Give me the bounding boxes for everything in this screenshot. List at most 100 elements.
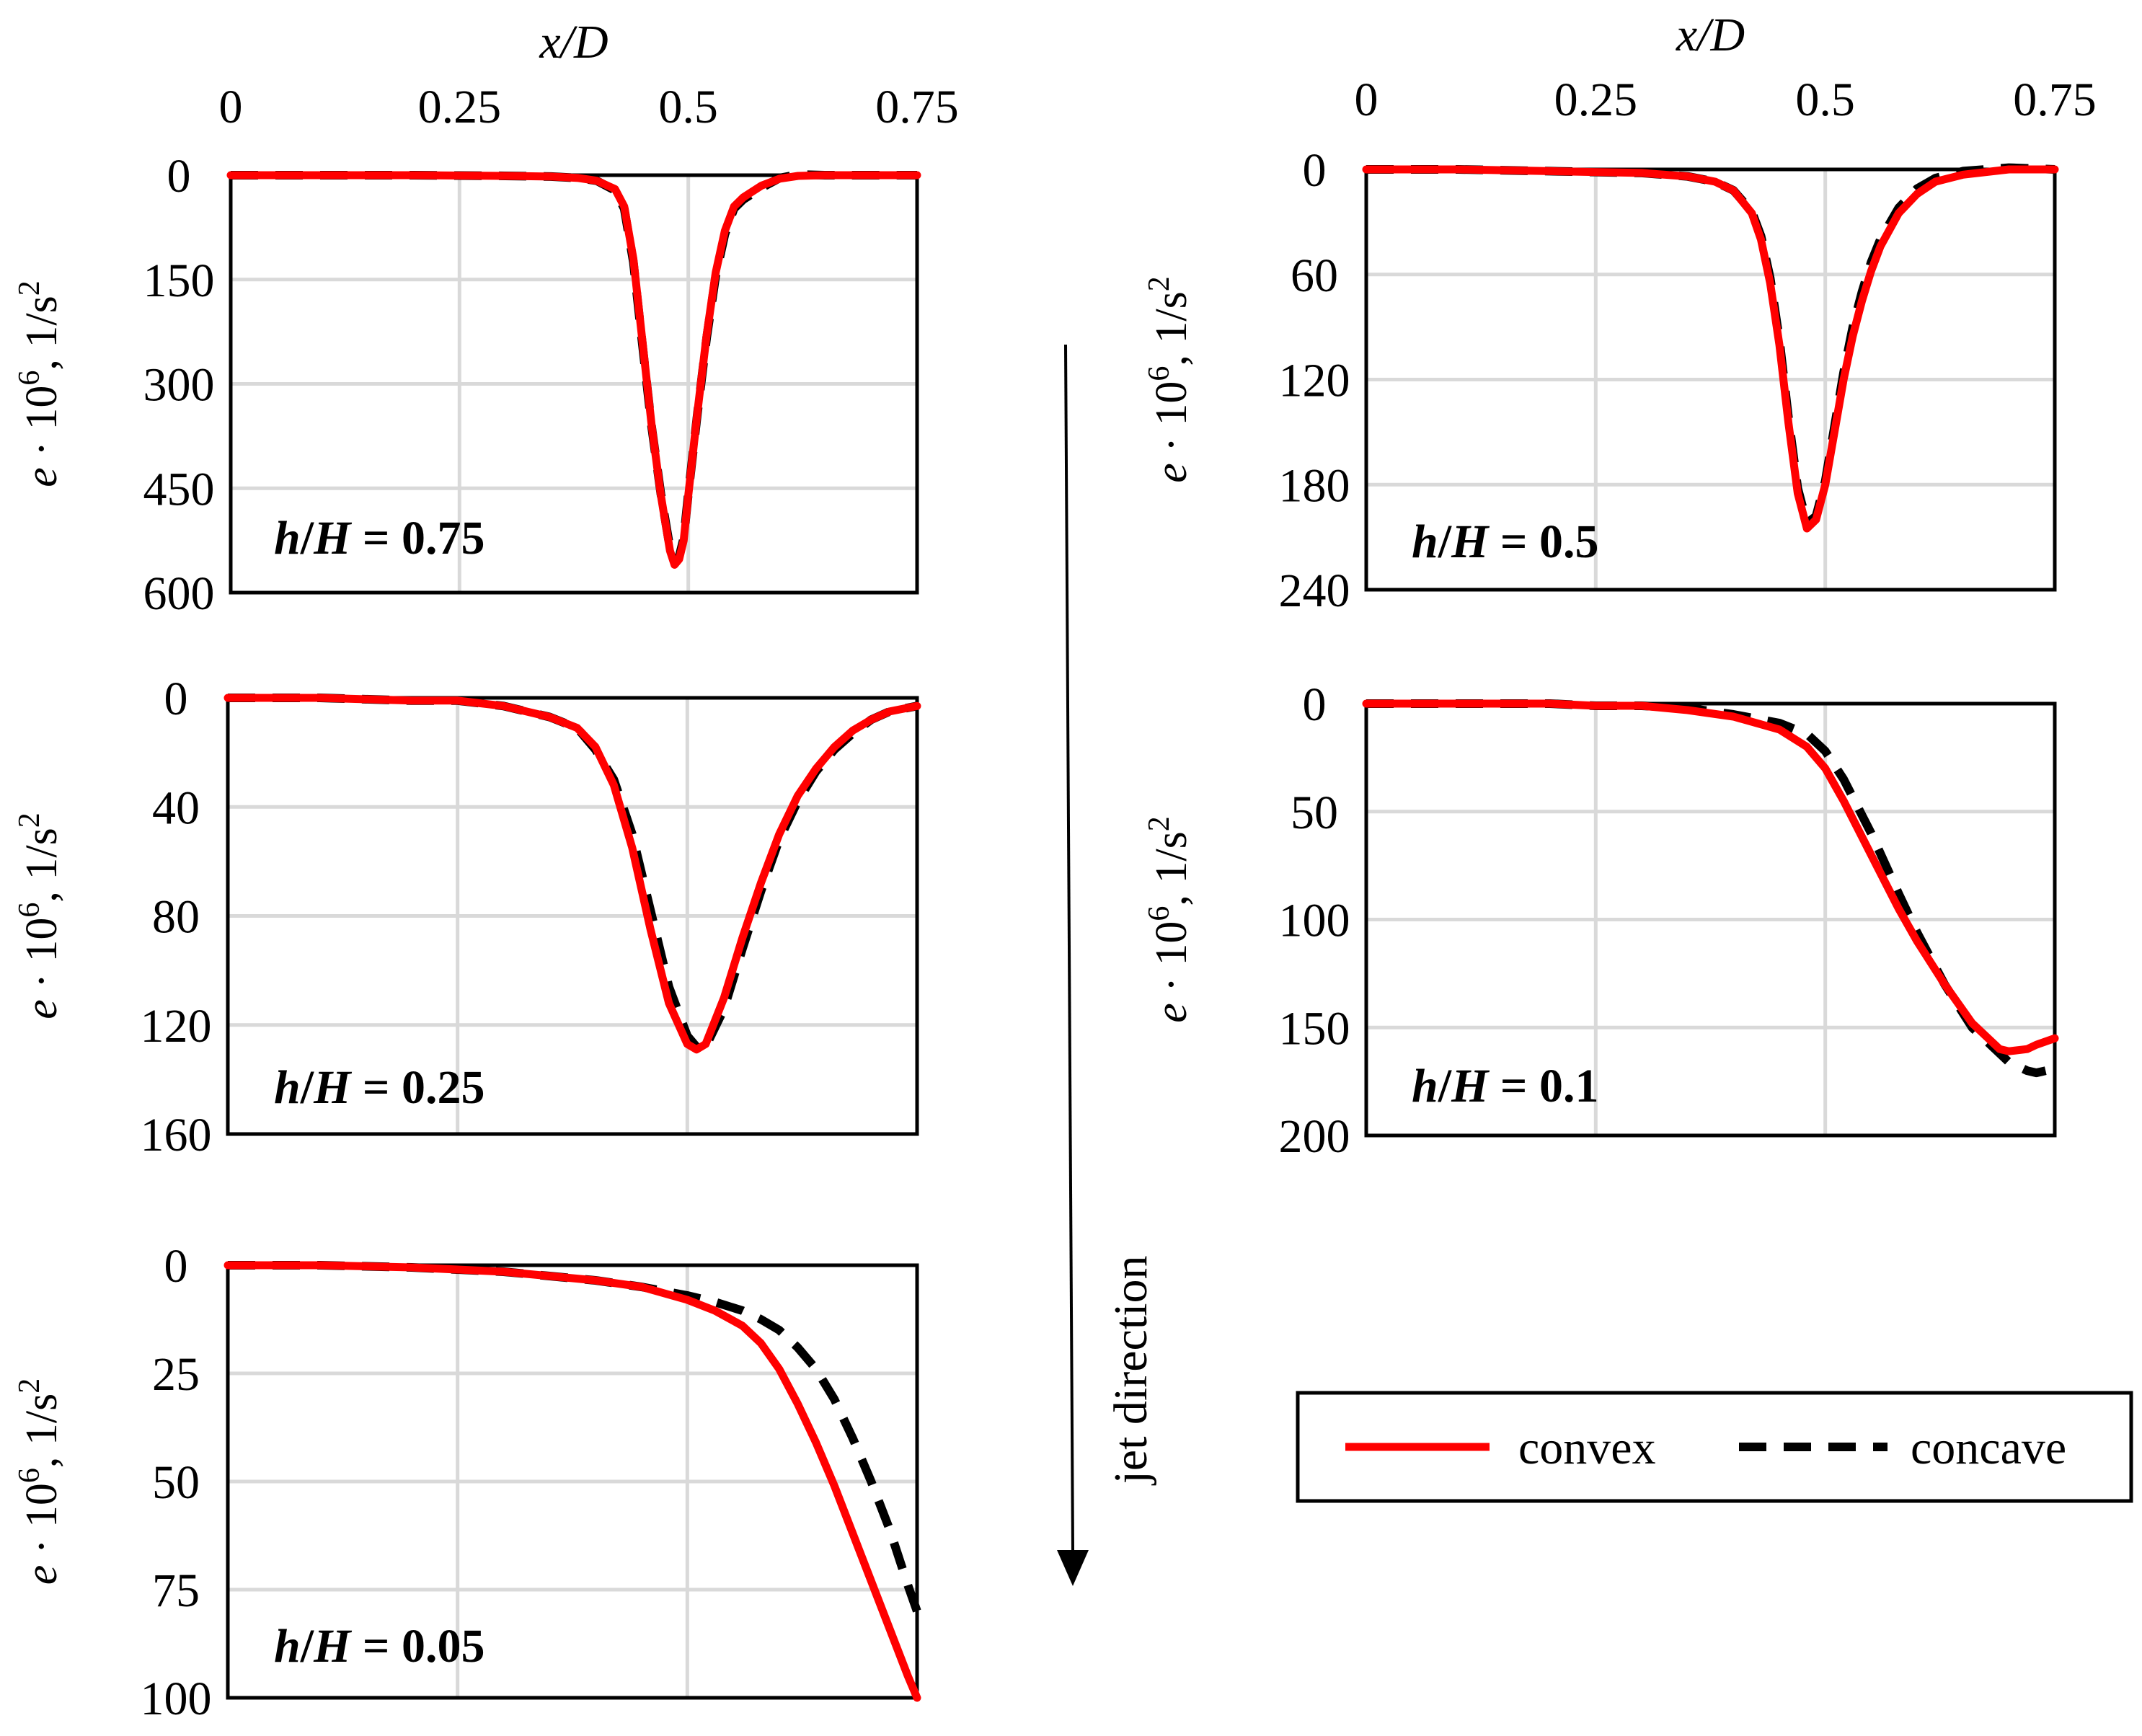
series-line-concave [1366,699,2047,1078]
y-axis-title-sup2: 2 [1143,276,1176,291]
y-tick-label: 120 [141,1000,212,1053]
arrow-shaft [1064,344,1074,1551]
plot-frame [1364,167,2057,592]
y-axis-title-sup2: 2 [13,1378,46,1394]
y-axis-title-rest: , 1/s [17,1394,66,1468]
panel-label-h: h [274,1620,301,1673]
y-tick-label: 50 [1291,787,1338,839]
plot-frame [226,696,919,1136]
y-axis-title-var: e [17,1565,66,1585]
series-line-concave [231,170,917,566]
y-axis-title: e · 106, 1/s2 [1143,816,1196,1023]
y-axis-title: e · 106, 1/s2 [13,1378,66,1585]
y-tick-label: 0 [164,673,188,725]
y-axis-title-rest: , 1/s [17,296,66,370]
y-axis-title-var: e [1147,1003,1196,1023]
panel-label-H: H [1451,515,1490,568]
panel-label-slash: / [1438,515,1453,568]
panel-label-value: = 0.1 [1488,1060,1598,1112]
y-axis-title: e · 106, 1/s2 [13,280,66,487]
series-line-concave [1366,163,2055,528]
legend: convex concave [1296,1391,2133,1503]
y-axis-title: e · 106, 1/s2 [13,812,66,1019]
y-axis-title-sup2: 2 [13,280,46,296]
panel-label: h/H = 0.1 [1412,1060,1599,1112]
y-axis-title-mid: · 10 [17,386,66,468]
series-line-convex [1362,165,2059,533]
panel-label-H: H [313,1620,353,1673]
plot-frame [226,1263,919,1700]
panel-label-h: h [1412,1060,1438,1112]
plot-frame [1364,701,2057,1138]
y-axis-title-sup: 6 [1143,906,1176,921]
series-line-convex [226,171,921,569]
panel-hH005: 0 25 50 75 100 e · 106, 1/s2 h/H = 0.05 [13,1240,921,1725]
y-axis-title-sup2: 2 [1143,816,1176,831]
y-tick-label: 40 [152,781,200,834]
y-tick-label: 600 [143,567,215,620]
panel-label-h: h [274,512,301,564]
y-axis-title-var: e [17,467,66,487]
panel-label-value: = 0.05 [350,1620,484,1673]
series-line-concave [228,694,919,1051]
panel-label-value: = 0.5 [1488,515,1598,568]
panel-hH01: 0 50 100 150 200 e · 106, 1/s2 h/H = 0.1 [1143,678,2059,1163]
panel-label: h/H = 0.25 [274,1061,485,1114]
arrow-label: jet direction [1105,1255,1157,1485]
panel-label: h/H = 0.05 [274,1620,485,1673]
panel-hH075: 0 150 300 450 600 0 0.25 0.5 0.75 x/D e · 106, 1/s… [13,16,959,620]
y-tick-label: 120 [1279,355,1350,407]
y-tick-label: 80 [152,891,200,944]
y-axis-title-rest: , 1/s [17,828,66,902]
y-tick-label: 60 [1291,249,1338,302]
arrow-head-icon [1057,1550,1089,1586]
x-axis-title: x/D [539,16,608,68]
y-tick-label: 0 [1303,144,1327,197]
panel-label-H: H [1451,1060,1490,1112]
panel-label-slash: / [300,512,315,564]
y-axis-title-sup: 6 [13,1468,46,1483]
y-tick-label: 0 [164,1240,188,1293]
y-axis-title-var: e [1147,463,1196,483]
y-tick-label: 180 [1279,459,1350,512]
y-tick-label: 0 [1303,678,1327,731]
panel-label-h: h [1412,515,1438,568]
x-tick-label: 0.25 [418,81,502,133]
x-tick-label: 0.5 [1795,74,1855,126]
x-tick-label: 0.75 [875,81,959,133]
y-axis-title-sup: 6 [13,903,46,918]
y-tick-label: 100 [141,1673,212,1725]
y-tick-label: 150 [143,254,215,307]
panel-label-slash: / [300,1061,315,1114]
panel-label: h/H = 0.5 [1412,515,1599,568]
x-axis-title: x/D [1676,9,1745,61]
y-tick-label: 450 [143,463,215,515]
panel-label-slash: / [300,1620,315,1673]
y-axis-title-var: e [17,999,66,1019]
x-tick-label: 0 [219,81,243,133]
panel-label: h/H = 0.75 [274,512,485,564]
panel-label-H: H [313,512,353,564]
y-tick-label: 100 [1279,895,1350,947]
x-tick-label: 0.75 [2013,74,2097,126]
y-axis-title-sup2: 2 [13,812,46,828]
y-axis-title-sup: 6 [13,371,46,386]
y-axis-title-mid: · 10 [1147,381,1196,464]
y-axis-title: e · 106, 1/s2 [1143,276,1196,483]
series-line-convex [1362,699,2059,1055]
y-axis-title-rest: , 1/s [1147,291,1196,366]
y-tick-label: 25 [152,1348,200,1401]
panel-label-value: = 0.25 [350,1061,484,1114]
x-tick-label: 0.25 [1554,74,1638,126]
panel-hH05: 0 60 120 180 240 0 0.25 0.5 0.75 x/D e · 106, 1/s2… [1143,9,2097,617]
y-axis-title-mid: · 10 [17,918,66,1000]
x-tick-label: 0 [1355,74,1378,126]
y-tick-label: 50 [152,1456,200,1509]
y-tick-label: 160 [141,1109,212,1161]
jet-direction-arrow: jet direction [1057,344,1157,1586]
panel-label-value: = 0.75 [350,512,484,564]
panel-label-slash: / [1438,1060,1453,1112]
panel-label-H: H [313,1061,353,1114]
y-axis-title-sup: 6 [1143,366,1176,381]
